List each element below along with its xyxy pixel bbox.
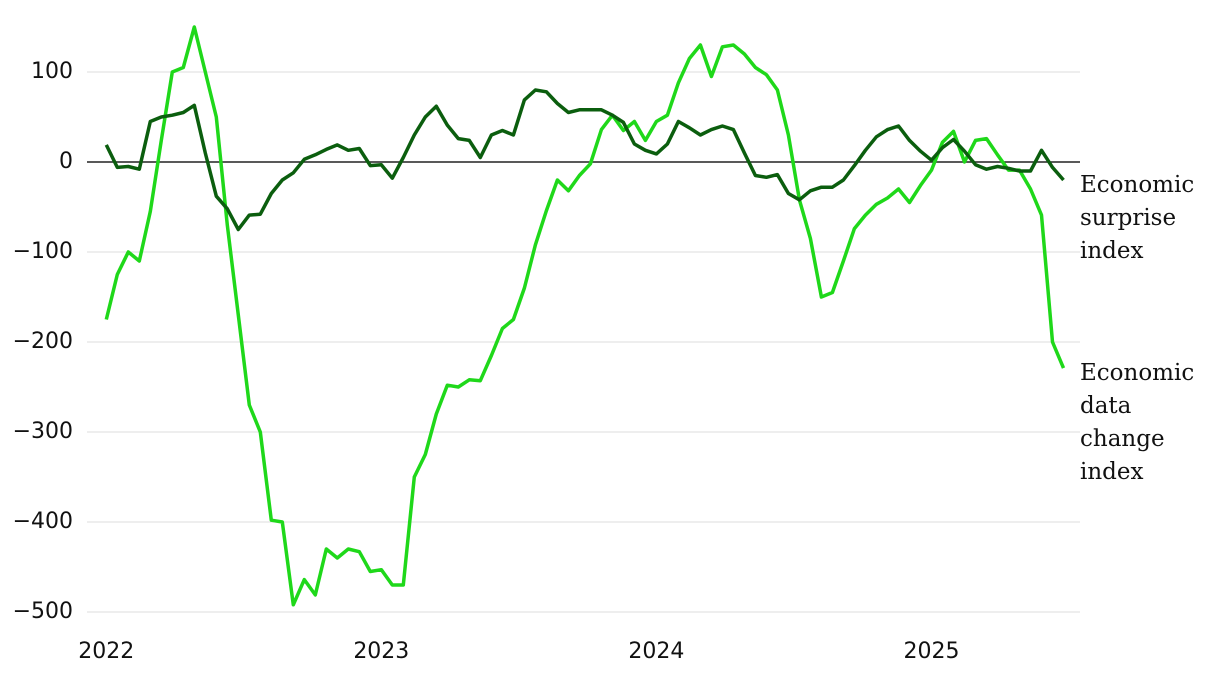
y-tick-label: −400 bbox=[13, 509, 73, 534]
y-tick-label: 100 bbox=[31, 59, 73, 84]
series-label: Economic surprise index bbox=[1080, 172, 1194, 264]
x-tick-label: 2022 bbox=[78, 639, 134, 664]
x-tick-label: 2024 bbox=[628, 639, 684, 664]
y-tick-label: −200 bbox=[13, 329, 73, 354]
x-tick-label: 2025 bbox=[903, 639, 959, 664]
y-tick-label: −100 bbox=[13, 239, 73, 264]
y-tick-label: −500 bbox=[13, 599, 73, 624]
y-tick-label: −300 bbox=[13, 419, 73, 444]
series-label: Economic data change index bbox=[1080, 360, 1194, 485]
y-tick-label: 0 bbox=[59, 149, 73, 174]
x-tick-label: 2023 bbox=[353, 639, 409, 664]
series-line bbox=[104, 88, 1065, 232]
series-line bbox=[104, 25, 1066, 607]
